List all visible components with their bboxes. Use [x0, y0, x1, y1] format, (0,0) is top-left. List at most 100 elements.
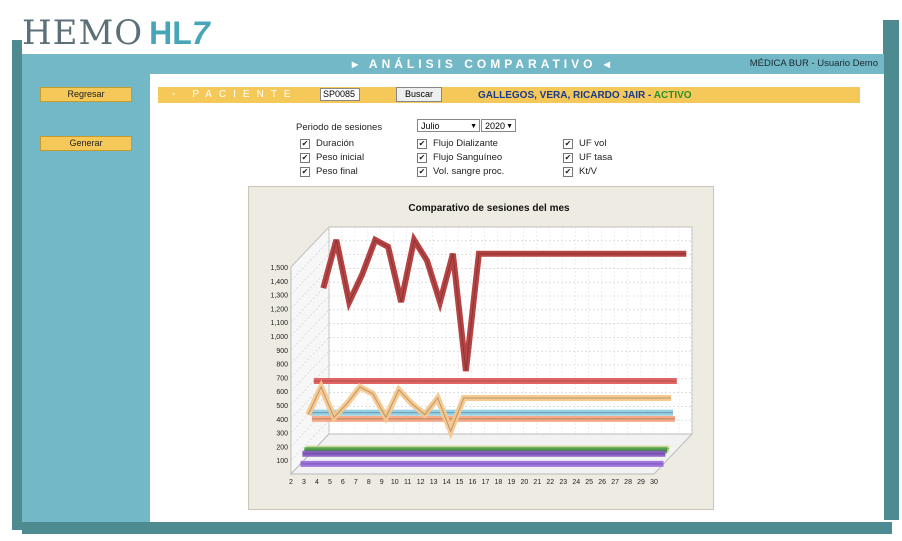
- check-icon: ✔: [417, 138, 427, 149]
- series-line: [305, 379, 672, 440]
- check-icon: ✔: [417, 166, 427, 177]
- x-tick-label: 11: [404, 479, 411, 486]
- patient-name-text: GALLEGOS, VERA, RICARDO JAIR: [478, 90, 646, 101]
- page-title: ▸ ANÁLISIS COMPARATIVO ◂: [352, 57, 614, 71]
- chevron-down-icon: ▼: [506, 123, 513, 130]
- x-tick-label: 7: [354, 479, 358, 486]
- check-icon: ✔: [563, 152, 573, 163]
- logo-seven: 7: [191, 15, 210, 51]
- series-line: [320, 231, 687, 372]
- x-tick-label: 26: [598, 479, 606, 486]
- frame-bottom-border: [22, 522, 892, 534]
- checkbox-uf-tasa[interactable]: ✔ UF tasa: [563, 152, 612, 163]
- y-tick-label: 1,200: [270, 306, 288, 313]
- x-tick-label: 15: [456, 479, 464, 486]
- checkbox-label: Peso final: [316, 166, 358, 177]
- x-tick-label: 9: [380, 479, 384, 486]
- periodo-label: Periodo de sesiones: [296, 122, 383, 133]
- user-info: MÉDICA BUR - Usuario Demo: [749, 58, 878, 69]
- y-tick-label: 1,300: [270, 293, 288, 300]
- x-tick-label: 24: [572, 479, 580, 486]
- checkbox-vol-sangre[interactable]: ✔ Vol. sangre proc.: [417, 166, 504, 177]
- x-tick-label: 13: [430, 479, 438, 486]
- check-icon: ✔: [300, 152, 310, 163]
- x-tick-label: 8: [367, 479, 371, 486]
- x-tick-label: 23: [559, 479, 567, 486]
- checkbox-label: Flujo Sanguíneo: [433, 152, 503, 163]
- checkbox-label: Peso inicial: [316, 152, 365, 163]
- month-select-value: Julio: [421, 121, 440, 131]
- y-tick-label: 600: [276, 389, 288, 396]
- header-bar: ▸ ANÁLISIS COMPARATIVO ◂ MÉDICA BUR - Us…: [22, 54, 884, 74]
- regresar-button[interactable]: Regresar: [40, 87, 132, 102]
- buscar-button[interactable]: Buscar: [396, 87, 442, 102]
- y-tick-label: 1,100: [270, 320, 288, 327]
- series-line-edge: [307, 385, 672, 433]
- grid-line: [290, 268, 330, 309]
- y-tick-label: 800: [276, 362, 288, 369]
- y-tick-label: 1,400: [270, 279, 288, 286]
- x-tick-label: 2: [289, 479, 293, 486]
- checkbox-label: UF tasa: [579, 152, 613, 163]
- chart-title: Comparativo de sesiones del mes: [408, 203, 570, 214]
- frame-right-border: [883, 20, 899, 520]
- check-icon: ✔: [300, 166, 310, 177]
- patient-label-text: PACIENTE: [192, 89, 298, 100]
- comparison-chart: 100 200 300 400 500 600 700 800 900 1,000 1,100 1,2…: [270, 203, 784, 486]
- y-tick-label: 400: [276, 417, 288, 424]
- x-tick-label: 10: [391, 479, 399, 486]
- check-icon: ✔: [563, 138, 573, 149]
- grid-line: [290, 350, 330, 392]
- grid-line: [290, 323, 330, 364]
- checkbox-duracion[interactable]: ✔ Duración: [300, 138, 354, 149]
- chart-back-wall: [328, 226, 693, 435]
- x-tick-label: 27: [611, 479, 619, 486]
- generar-button[interactable]: Generar: [40, 136, 132, 151]
- checkbox-flujo-dializante[interactable]: ✔ Flujo Dializante: [417, 138, 498, 149]
- checkbox-label: Kt/V: [579, 166, 597, 177]
- x-tick-label: 4: [315, 479, 319, 486]
- patient-label: ◦ PACIENTE: [172, 89, 298, 100]
- x-tick-label: 30: [650, 479, 658, 486]
- checkbox-ktv[interactable]: ✔ Kt/V: [563, 166, 597, 177]
- x-tick-label: 6: [341, 479, 345, 486]
- page-title-text: ANÁLISIS COMPARATIVO: [368, 57, 597, 71]
- grid-line: [290, 281, 330, 323]
- checkbox-label: Vol. sangre proc.: [433, 166, 505, 177]
- x-tick-label: 16: [469, 479, 477, 486]
- checkbox-label: UF vol: [579, 138, 607, 149]
- y-tick-label: 500: [276, 403, 288, 410]
- year-select[interactable]: 2020 ▼: [481, 119, 516, 132]
- chevron-down-icon: ▼: [470, 123, 477, 130]
- logo-hemo: HEMO: [22, 13, 144, 53]
- x-tick-label: 18: [495, 479, 503, 486]
- patient-id-input[interactable]: SP0085: [320, 88, 360, 101]
- chart-side-wall: [290, 225, 330, 476]
- x-tick-label: 12: [417, 479, 425, 486]
- x-tick-label: 28: [624, 479, 632, 486]
- grid-line: [290, 295, 330, 337]
- checkbox-flujo-sanguineo[interactable]: ✔ Flujo Sanguíneo: [417, 152, 502, 163]
- x-tick-label: 3: [302, 479, 306, 486]
- grid-line: [290, 226, 330, 268]
- series-line-edge: [322, 238, 687, 372]
- checkbox-peso-final[interactable]: ✔ Peso final: [300, 166, 358, 177]
- grid-line: [290, 392, 330, 433]
- frame-left-border: [12, 40, 22, 530]
- checkbox-uf-vol[interactable]: ✔ UF vol: [563, 138, 606, 149]
- check-icon: ✔: [417, 152, 427, 163]
- y-tick-label: 100: [276, 458, 288, 465]
- grid-line: [290, 240, 330, 282]
- y-tick-label: 900: [276, 348, 288, 355]
- check-icon: ✔: [300, 138, 310, 149]
- checkbox-label: Duración: [316, 138, 355, 149]
- grid-line: [290, 254, 330, 295]
- grid-line: [290, 337, 330, 378]
- month-select[interactable]: Julio ▼: [417, 119, 480, 132]
- x-tick-label: 5: [328, 479, 332, 486]
- year-select-value: 2020: [485, 121, 506, 131]
- patient-name: GALLEGOS, VERA, RICARDO JAIR - ACTIVO: [478, 90, 692, 101]
- logo-hl: HL: [149, 15, 192, 51]
- checkbox-label: Flujo Dializante: [433, 138, 498, 149]
- checkbox-peso-inicial[interactable]: ✔ Peso inicial: [300, 152, 364, 163]
